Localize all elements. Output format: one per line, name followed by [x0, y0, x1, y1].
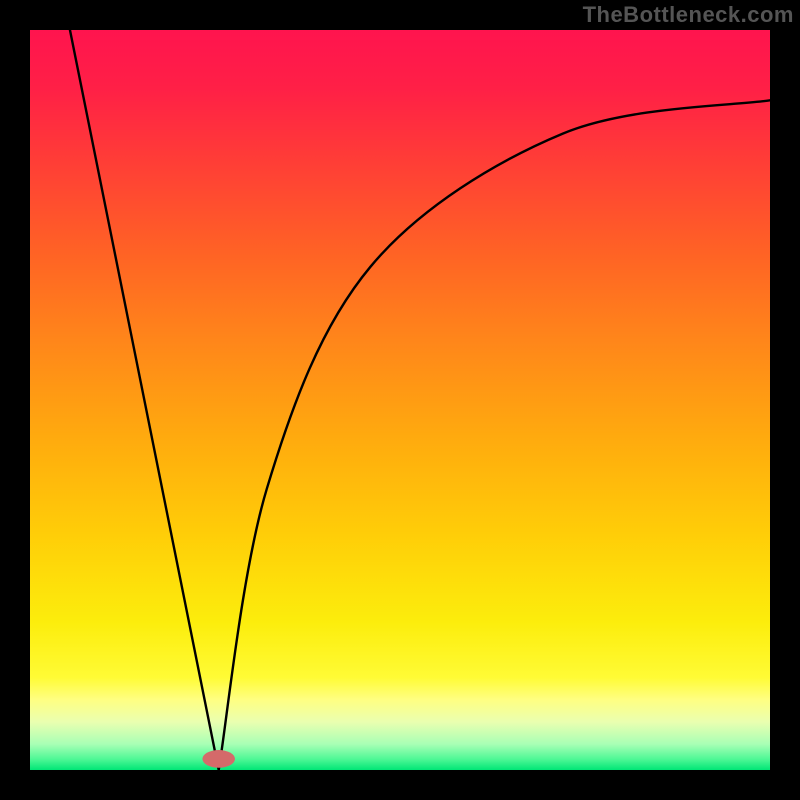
chart-frame: TheBottleneck.com [0, 0, 800, 800]
gradient-background [30, 30, 770, 770]
watermark-text: TheBottleneck.com [583, 2, 794, 28]
chart-inner [30, 30, 770, 770]
min-marker [202, 750, 235, 768]
chart-svg [30, 30, 770, 770]
